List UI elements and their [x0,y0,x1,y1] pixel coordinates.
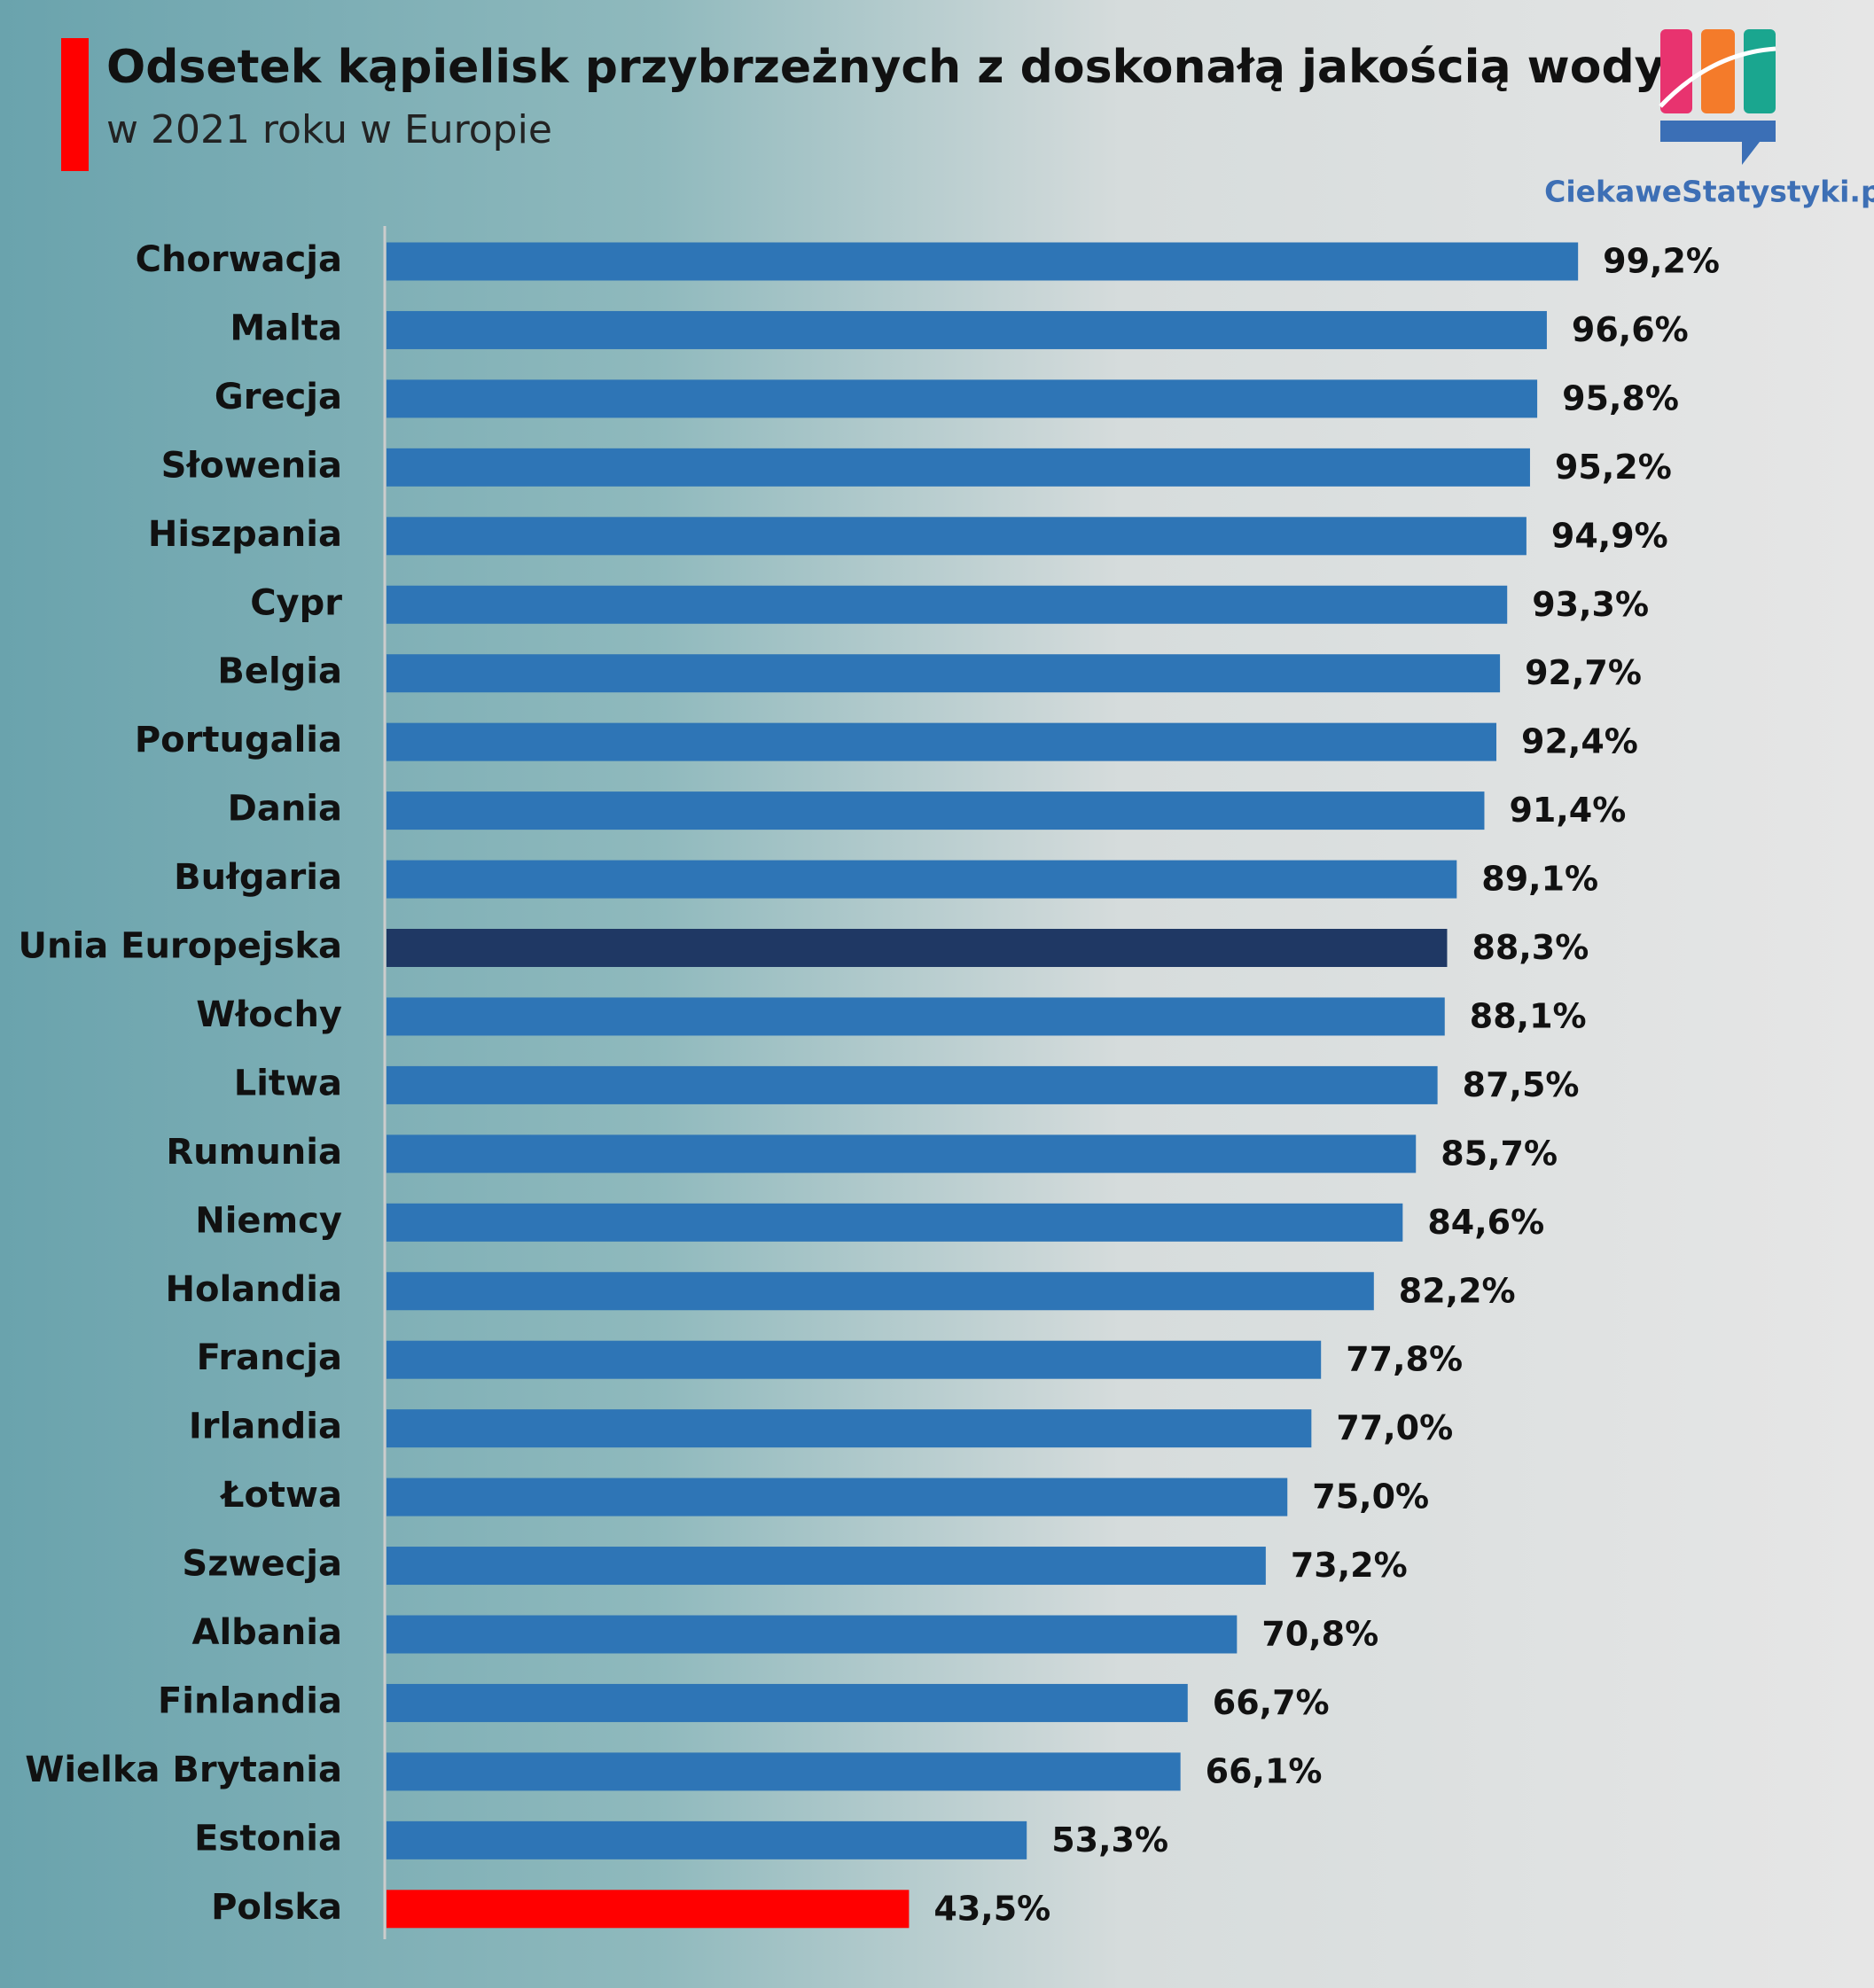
logo-block [1744,29,1776,113]
bar [387,1890,910,1929]
value-label: 88,1% [1470,996,1587,1035]
category-label: Irlandia [189,1407,342,1447]
category-label: Portugalia [135,720,342,760]
category-label: Hiszpania [148,514,342,555]
value-label: 77,8% [1346,1340,1463,1379]
category-label: Albania [192,1612,342,1653]
value-label: 75,0% [1312,1477,1429,1516]
value-label: 43,5% [933,1889,1050,1928]
value-label: 96,6% [1572,310,1689,349]
category-label: Estonia [194,1818,342,1859]
bar [387,1134,1417,1173]
category-label: Słowenia [161,445,342,486]
logo-curve [1659,46,1776,108]
bar [387,1340,1322,1379]
bar [387,379,1538,418]
bar [387,997,1445,1036]
category-label: Litwa [234,1063,342,1103]
value-label: 88,3% [1472,928,1589,967]
bar [387,1752,1181,1791]
logo: CiekaweStatystyki.pl [1544,29,1874,209]
category-label: Polska [211,1887,342,1928]
value-label: 92,7% [1525,653,1642,692]
category-label: Cypr [250,582,342,623]
category-label: Włochy [196,994,342,1035]
value-label: 84,6% [1427,1203,1544,1242]
value-label: 85,7% [1441,1134,1558,1173]
bar [387,1683,1188,1722]
bar [387,310,1547,349]
value-label: 66,7% [1213,1683,1330,1722]
category-label: Łotwa [220,1475,342,1516]
logo-block [1701,29,1735,113]
value-label: 82,2% [1399,1271,1516,1310]
logo-block [1660,29,1692,113]
bar [387,929,1448,967]
bar [387,517,1527,556]
value-label: 73,2% [1291,1546,1408,1585]
category-label: Bułgaria [174,857,342,898]
category-label: Dania [228,789,342,830]
chart-subtitle: w 2021 roku w Europie [106,107,552,152]
value-label: 77,0% [1336,1408,1453,1447]
category-label: Rumunia [166,1132,342,1173]
value-label: 70,8% [1261,1615,1378,1654]
value-label: 93,3% [1532,585,1649,624]
bar [387,1615,1238,1654]
bar [387,1272,1374,1311]
value-label: 94,9% [1551,516,1668,555]
bar [387,242,1579,281]
value-label: 53,3% [1051,1820,1168,1859]
bar [387,791,1485,830]
bar [387,1409,1312,1448]
bar [387,722,1497,761]
bar [387,1065,1438,1104]
logo-block [1660,121,1776,142]
bar [387,448,1530,487]
category-label: Belgia [217,651,342,692]
bar [387,654,1501,693]
value-label: 95,8% [1562,378,1679,417]
category-label: Malta [230,308,342,348]
logo-text: CiekaweStatystyki.pl [1544,175,1874,209]
category-label: Chorwacja [136,239,342,280]
value-label: 66,1% [1206,1751,1323,1790]
category-label: Wielka Brytania [25,1750,342,1790]
title-accent [61,38,89,171]
bar [387,1203,1403,1242]
chart-title: Odsetek kąpielisk przybrzeżnych z doskon… [106,41,1665,94]
bar [387,1547,1266,1586]
logo-pointer [1742,142,1760,165]
value-label: 99,2% [1603,242,1720,281]
value-label: 87,5% [1463,1065,1580,1104]
category-label: Szwecja [182,1544,342,1585]
category-label: Niemcy [195,1200,342,1241]
category-label: Finlandia [158,1680,342,1721]
category-label: Francja [197,1337,342,1378]
bar [387,1820,1027,1859]
bar [387,1477,1288,1516]
category-label: Grecja [215,377,342,417]
value-label: 91,4% [1509,791,1626,830]
bar [387,585,1508,624]
bar [387,860,1457,899]
category-label: Holandia [166,1269,342,1310]
category-label: Unia Europejska [19,926,342,967]
value-label: 95,2% [1555,448,1672,487]
value-label: 89,1% [1481,860,1598,899]
value-label: 92,4% [1521,722,1638,761]
